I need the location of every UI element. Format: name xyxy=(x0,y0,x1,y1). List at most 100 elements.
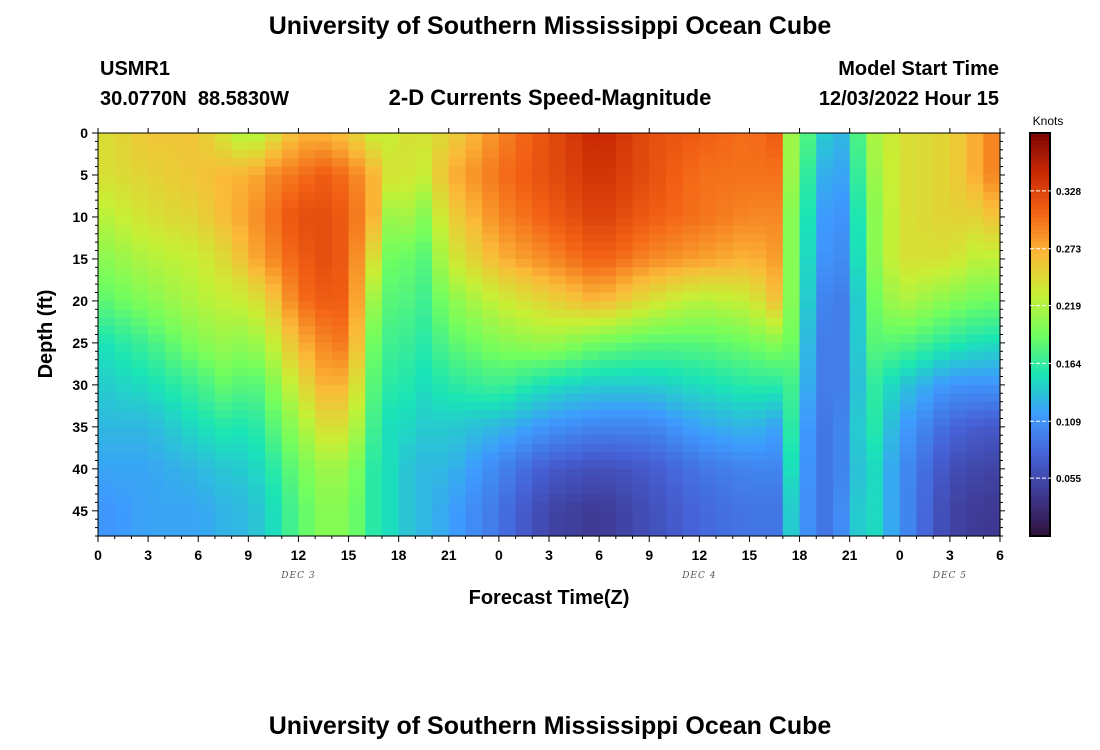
heatmap-cell xyxy=(398,267,416,277)
heatmap-cell xyxy=(782,418,801,428)
heatmap-cell xyxy=(214,393,233,403)
heatmap-cell xyxy=(164,208,183,218)
colorbar-cell xyxy=(1030,141,1050,146)
heatmap-cell xyxy=(415,284,433,294)
heatmap-cell xyxy=(632,468,650,478)
heatmap-cell xyxy=(415,334,433,344)
heatmap-cell xyxy=(732,292,751,302)
heatmap-cell xyxy=(164,326,183,336)
heatmap-cell xyxy=(515,334,533,344)
heatmap-cell xyxy=(799,494,817,504)
heatmap-cell xyxy=(699,502,717,512)
heatmap-cell xyxy=(114,477,132,487)
heatmap-cell xyxy=(331,191,350,201)
heatmap-cell xyxy=(632,317,650,327)
heatmap-cell xyxy=(899,477,918,487)
heatmap-cell xyxy=(265,183,283,193)
heatmap-cell xyxy=(164,191,183,201)
heatmap-cell xyxy=(398,174,416,184)
heatmap-cell xyxy=(816,216,834,226)
colorbar-tick-label: 0.109 xyxy=(1056,417,1081,428)
heatmap-cell xyxy=(582,158,600,168)
heatmap-cell xyxy=(281,443,300,453)
heatmap-cell xyxy=(498,208,517,218)
colorbar-cell xyxy=(1030,407,1050,412)
heatmap-cell xyxy=(949,267,968,277)
heatmap-cell xyxy=(565,242,583,252)
heatmap-cell xyxy=(949,334,968,344)
heatmap-cell xyxy=(381,242,400,252)
heatmap-cell xyxy=(465,443,483,453)
heatmap-cell xyxy=(482,435,500,445)
heatmap-cell xyxy=(799,200,817,210)
heatmap-cell xyxy=(632,485,650,495)
heatmap-cell xyxy=(415,258,433,268)
heatmap-cell xyxy=(866,351,884,361)
heatmap-cell xyxy=(265,334,283,344)
heatmap-cell xyxy=(198,468,216,478)
colorbar-cell xyxy=(1030,382,1050,388)
heatmap-cell xyxy=(966,208,984,218)
heatmap-cell xyxy=(164,351,183,361)
heatmap-cell xyxy=(98,191,116,201)
heatmap-cell xyxy=(198,275,216,285)
heatmap-cell xyxy=(231,174,249,184)
heatmap-cell xyxy=(398,502,416,512)
heatmap-cell xyxy=(632,326,650,336)
heatmap-cell xyxy=(949,258,968,268)
heatmap-cell xyxy=(649,300,667,310)
heatmap-cell xyxy=(716,468,734,478)
heatmap-cell xyxy=(615,510,634,520)
heatmap-cell xyxy=(482,233,500,243)
heatmap-cell xyxy=(348,519,366,529)
heatmap-cell xyxy=(716,225,734,235)
heatmap-cell xyxy=(398,216,416,226)
heatmap-cell xyxy=(766,300,784,310)
heatmap-cell xyxy=(98,376,116,386)
heatmap-cell xyxy=(966,477,984,487)
heatmap-cell xyxy=(448,200,467,210)
heatmap-cell xyxy=(532,191,550,201)
heatmap-cell xyxy=(832,225,851,235)
heatmap-cell xyxy=(899,141,918,151)
heatmap-cell xyxy=(331,216,350,226)
heatmap-cell xyxy=(732,527,751,537)
heatmap-cell xyxy=(766,174,784,184)
heatmap-cell xyxy=(398,384,416,394)
heatmap-cell xyxy=(716,326,734,336)
heatmap-cell xyxy=(498,401,517,411)
heatmap-cell xyxy=(632,443,650,453)
heatmap-cell xyxy=(214,443,233,453)
heatmap-cell xyxy=(515,200,533,210)
heatmap-cell xyxy=(716,376,734,386)
heatmap-cell xyxy=(298,158,316,168)
heatmap-cell xyxy=(966,284,984,294)
heatmap-cell xyxy=(849,166,867,176)
heatmap-cell xyxy=(866,502,884,512)
heatmap-cell xyxy=(181,242,199,252)
heatmap-cell xyxy=(131,141,149,151)
heatmap-cell xyxy=(198,258,216,268)
heatmap-cell xyxy=(164,384,183,394)
heatmap-cell xyxy=(398,292,416,302)
heatmap-cell xyxy=(465,426,483,436)
heatmap-cell xyxy=(148,233,166,243)
heatmap-cell xyxy=(916,133,934,142)
heatmap-cell xyxy=(131,166,149,176)
heatmap-cell xyxy=(231,208,249,218)
heatmap-cell xyxy=(933,267,951,277)
heatmap-cell xyxy=(582,300,600,310)
heatmap-cell xyxy=(281,460,300,470)
heatmap-cell xyxy=(799,191,817,201)
heatmap-cell xyxy=(632,418,650,428)
heatmap-cell xyxy=(381,368,400,378)
heatmap-cell xyxy=(799,435,817,445)
heatmap-cell xyxy=(983,200,1001,210)
heatmap-cell xyxy=(665,401,684,411)
heatmap-cell xyxy=(315,418,333,428)
heatmap-cell xyxy=(983,468,1001,478)
heatmap-cell xyxy=(615,494,634,504)
heatmap-cell xyxy=(281,133,300,142)
heatmap-cell xyxy=(682,426,700,436)
heatmap-cell xyxy=(331,174,350,184)
